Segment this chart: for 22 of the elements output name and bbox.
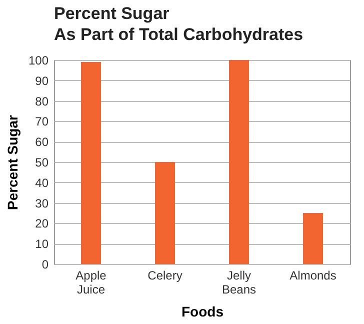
y-tick-label: 100: [28, 54, 49, 68]
y-tick-label: 50: [35, 156, 49, 170]
x-tick-label: Apple Juice: [76, 268, 107, 296]
y-tick-label: 30: [35, 196, 49, 210]
bar: [154, 162, 176, 264]
y-tick-label: 80: [35, 94, 49, 108]
chart-title: Percent Sugar As Part of Total Carbohydrates: [54, 4, 304, 44]
y-tick-label: 60: [35, 135, 49, 150]
y-tick-label: 70: [35, 114, 49, 129]
y-tick-label: 0: [42, 258, 49, 272]
y-tick-label: 40: [35, 176, 49, 190]
y-tick-label: 10: [35, 237, 49, 252]
x-axis-title: Foods: [182, 304, 224, 320]
x-tick-label: Almonds: [290, 268, 336, 282]
y-tick-label: 90: [35, 74, 49, 88]
y-tick-label: 20: [35, 216, 49, 231]
bar: [80, 62, 102, 264]
x-tick-label: Celery: [148, 268, 182, 282]
bar: [228, 60, 250, 264]
x-tick-label: Jelly Beans: [222, 268, 256, 296]
bar: [302, 213, 324, 264]
y-axis-title: Percent Sugar: [4, 114, 20, 210]
